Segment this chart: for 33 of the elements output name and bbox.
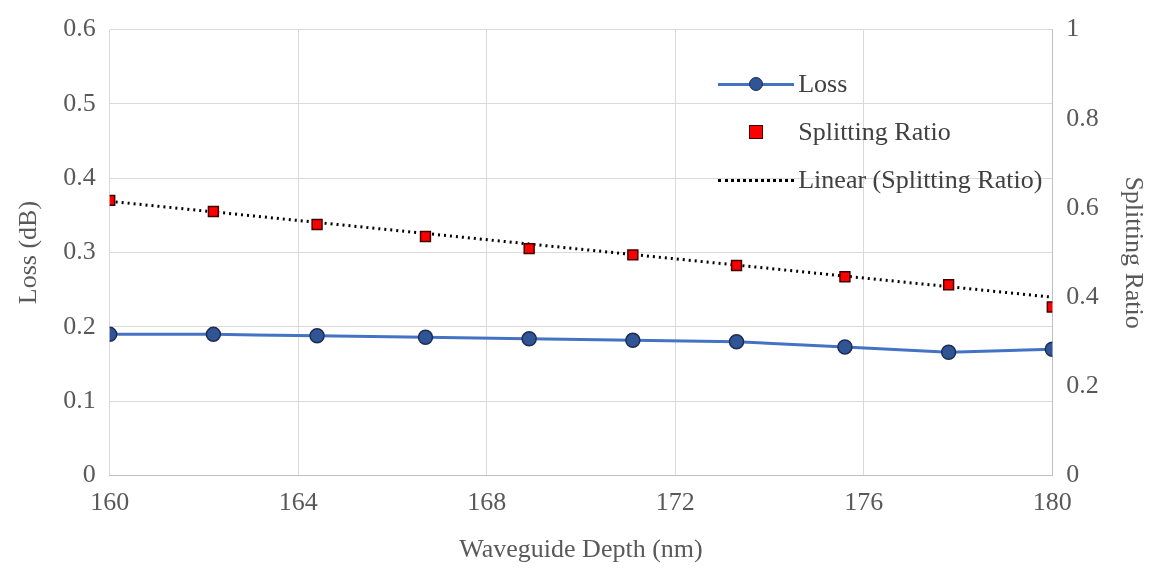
point bbox=[523, 242, 535, 255]
y-axis-title: Loss (dB) bbox=[13, 200, 43, 305]
point bbox=[419, 230, 432, 243]
x-tick-label: 180 bbox=[1032, 487, 1072, 517]
y-tick-label: 0.4 bbox=[63, 162, 96, 192]
y-tick-label: 0.3 bbox=[63, 236, 96, 266]
y2-axis-title: Splitting Ratio bbox=[1119, 176, 1149, 329]
point bbox=[311, 218, 323, 231]
legend-label: Splitting Ratio bbox=[798, 116, 951, 147]
x-tick-label: 164 bbox=[278, 487, 318, 517]
y2-tick-label: 0.8 bbox=[1066, 102, 1099, 132]
y-tick-label: 0.1 bbox=[63, 385, 96, 415]
y2-tick-label: 0.2 bbox=[1066, 370, 1099, 400]
y-tick-label: 0.5 bbox=[63, 87, 96, 117]
y-tick-label: 0 bbox=[82, 459, 96, 489]
y2-tick-label: 0.4 bbox=[1066, 281, 1099, 311]
point bbox=[207, 205, 220, 218]
point bbox=[942, 279, 955, 291]
legend-label: Linear (Splitting Ratio) bbox=[798, 164, 1043, 195]
point bbox=[839, 270, 851, 283]
x-tick-label: 172 bbox=[655, 487, 695, 517]
x-tick-label: 168 bbox=[467, 487, 507, 517]
legend-label: Loss bbox=[798, 68, 848, 99]
point bbox=[730, 259, 743, 272]
point bbox=[627, 249, 639, 261]
x-tick-label: 160 bbox=[90, 487, 130, 517]
x-tick-label: 176 bbox=[844, 487, 884, 517]
y-tick-label: 0.2 bbox=[63, 310, 96, 340]
y-tick-label: 0.6 bbox=[63, 13, 96, 43]
y2-tick-label: 1 bbox=[1066, 13, 1080, 43]
y2-tick-label: 0.6 bbox=[1066, 191, 1099, 221]
y2-tick-label: 0 bbox=[1066, 459, 1080, 489]
x-axis-title: Waveguide Depth (nm) bbox=[459, 534, 703, 564]
